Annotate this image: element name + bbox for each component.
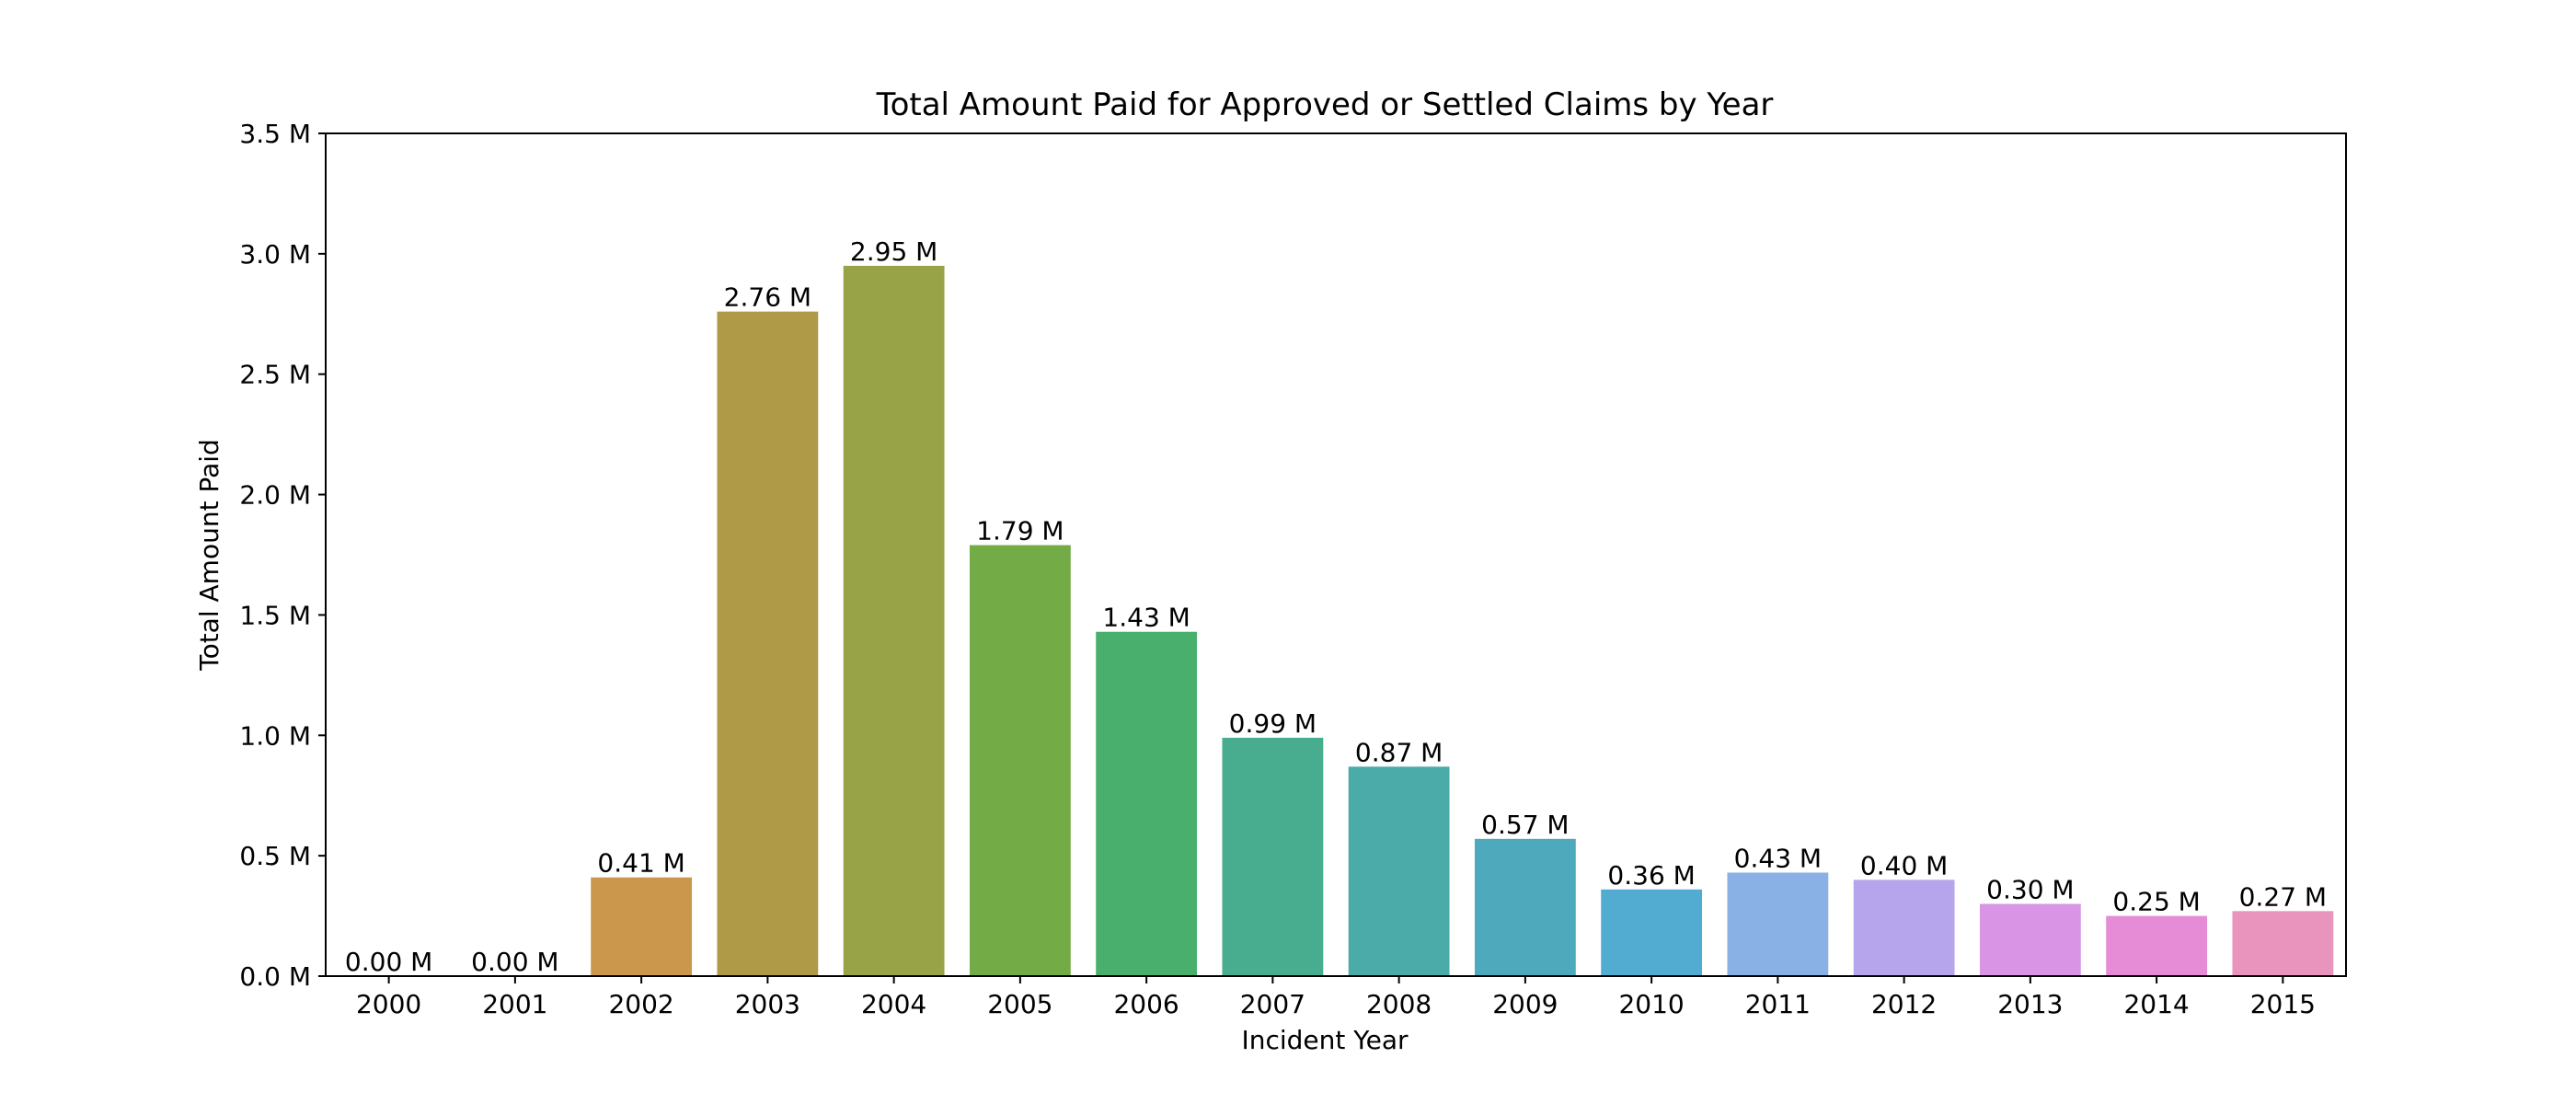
y-tick-label-5: 2.5 M <box>239 360 311 390</box>
x-axis-label: Incident Year <box>1241 1025 1409 1055</box>
y-tick-label-6: 3.0 M <box>239 239 311 270</box>
data-label-2007: 0.99 M <box>1229 708 1317 739</box>
y-tick-label-2: 1.0 M <box>239 720 311 751</box>
data-label-2012: 0.40 M <box>1860 850 1948 880</box>
data-label-2008: 0.87 M <box>1355 737 1443 767</box>
y-tick-label-1: 0.5 M <box>239 841 311 871</box>
data-label-2011: 0.43 M <box>1734 843 1822 873</box>
x-tick-label-2005: 2005 <box>987 989 1052 1019</box>
data-label-2002: 0.41 M <box>597 848 684 879</box>
bar-2014 <box>2106 915 2208 976</box>
y-tick-label-3: 1.5 M <box>239 600 311 630</box>
x-tick-label-2012: 2012 <box>1871 989 1937 1019</box>
data-label-2006: 1.43 M <box>1102 603 1190 633</box>
x-tick-label-2014: 2014 <box>2123 989 2189 1019</box>
y-tick-label-4: 2.0 M <box>239 480 311 511</box>
data-label-2010: 0.36 M <box>1607 860 1695 891</box>
x-tick-label-2010: 2010 <box>1618 989 1684 1019</box>
data-labels-group: 0.00 M 0.00 M 0.41 M 2.76 M 2.95 M 1.79 M 1.43… <box>345 236 2327 977</box>
data-label-2015: 0.27 M <box>2239 881 2327 912</box>
data-label-2000: 0.00 M <box>345 947 432 977</box>
bar-2011 <box>1727 872 1829 976</box>
bar-2006 <box>1096 631 1198 976</box>
bar-2009 <box>1474 838 1576 976</box>
y-tick-label-0: 0.0 M <box>239 961 311 992</box>
x-tick-label-2004: 2004 <box>861 989 926 1019</box>
plot-frame <box>325 132 2347 977</box>
x-axis-ticks: 2000 2001 2002 2003 2004 2005 2006 2007 2008 2009… <box>356 976 2316 1019</box>
bar-2008 <box>1348 766 1450 976</box>
y-axis-ticks: 0.0 M 0.5 M 1.0 M 1.5 M 2.0 M 2.5 M 3.0 M 3.5 M <box>239 119 326 992</box>
data-label-2003: 2.76 M <box>724 282 811 313</box>
x-tick-label-2007: 2007 <box>1240 989 1305 1019</box>
x-tick-label-2000: 2000 <box>356 989 421 1019</box>
x-tick-label-2011: 2011 <box>1745 989 1811 1019</box>
bar-2013 <box>1979 903 2081 976</box>
chart-title: Total Amount Paid for Approved or Settle… <box>876 86 1774 123</box>
x-tick-label-2015: 2015 <box>2250 989 2316 1019</box>
y-axis-label: Total Amount Paid <box>194 439 224 672</box>
x-tick-label-2008: 2008 <box>1366 989 1432 1019</box>
x-tick-label-2001: 2001 <box>482 989 547 1019</box>
bar-2015 <box>2232 911 2334 976</box>
y-tick-label-7: 3.5 M <box>239 119 311 149</box>
data-label-2009: 0.57 M <box>1481 810 1569 840</box>
bars-group <box>591 265 2334 976</box>
data-label-2014: 0.25 M <box>2112 887 2200 917</box>
x-tick-label-2009: 2009 <box>1492 989 1558 1019</box>
data-label-2005: 1.79 M <box>976 516 1064 546</box>
bar-2004 <box>843 265 945 976</box>
bar-2010 <box>1601 889 1703 976</box>
x-tick-label-2003: 2003 <box>735 989 800 1019</box>
bar-2007 <box>1222 737 1324 976</box>
data-label-2013: 0.30 M <box>1986 874 2074 904</box>
bar-2005 <box>969 545 1071 976</box>
bar-2012 <box>1853 880 1955 976</box>
x-tick-label-2013: 2013 <box>1997 989 2063 1019</box>
x-tick-label-2006: 2006 <box>1113 989 1179 1019</box>
x-tick-label-2002: 2002 <box>608 989 673 1019</box>
bar-2003 <box>717 311 819 976</box>
bar-2002 <box>591 877 693 976</box>
data-label-2001: 0.00 M <box>471 947 558 977</box>
data-label-2004: 2.95 M <box>850 236 937 267</box>
